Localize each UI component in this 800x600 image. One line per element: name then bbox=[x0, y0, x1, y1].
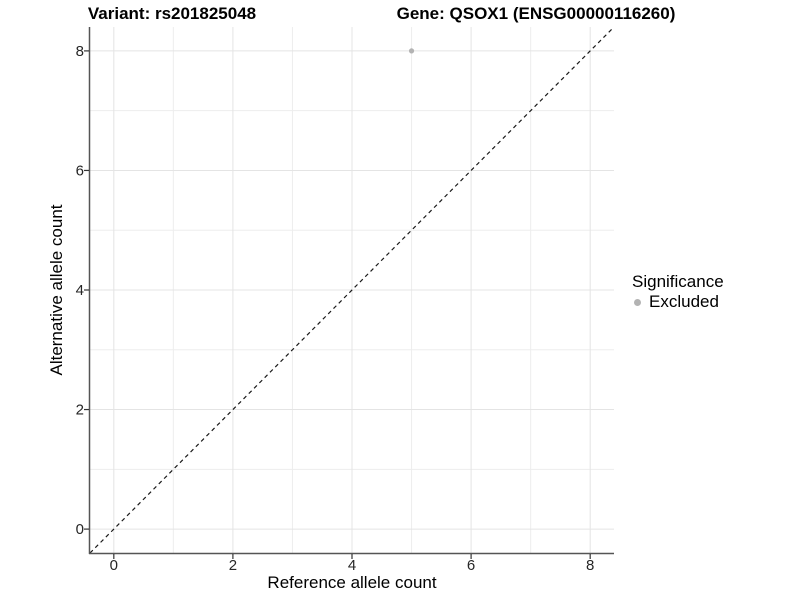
legend-title: Significance bbox=[632, 272, 724, 291]
y-tick-label: 6 bbox=[76, 162, 84, 179]
x-tick-label: 0 bbox=[110, 557, 118, 574]
x-tick-label: 2 bbox=[229, 557, 237, 574]
legend-item-excluded: Excluded bbox=[630, 292, 724, 312]
x-tick-label: 4 bbox=[348, 557, 356, 574]
identity-line bbox=[89, 26, 615, 554]
legend: Significance Excluded bbox=[630, 272, 724, 312]
y-tick-label: 2 bbox=[76, 402, 84, 419]
y-tick-label: 4 bbox=[76, 282, 84, 299]
x-axis-title: Reference allele count bbox=[267, 573, 437, 592]
x-tick-label: 8 bbox=[586, 557, 594, 574]
y-axis-title: Alternative allele count bbox=[47, 204, 66, 376]
variant-title: Variant: rs201825048 bbox=[87, 4, 257, 23]
y-tick-label: 8 bbox=[76, 43, 84, 60]
gene-title: Gene: QSOX1 (ENSG00000116260) bbox=[396, 4, 676, 23]
excluded-point-icon bbox=[634, 298, 641, 306]
data-point bbox=[408, 48, 415, 54]
legend-item-label: Excluded bbox=[649, 292, 719, 311]
y-tick-label: 0 bbox=[76, 521, 84, 538]
x-tick-label: 6 bbox=[467, 557, 475, 574]
